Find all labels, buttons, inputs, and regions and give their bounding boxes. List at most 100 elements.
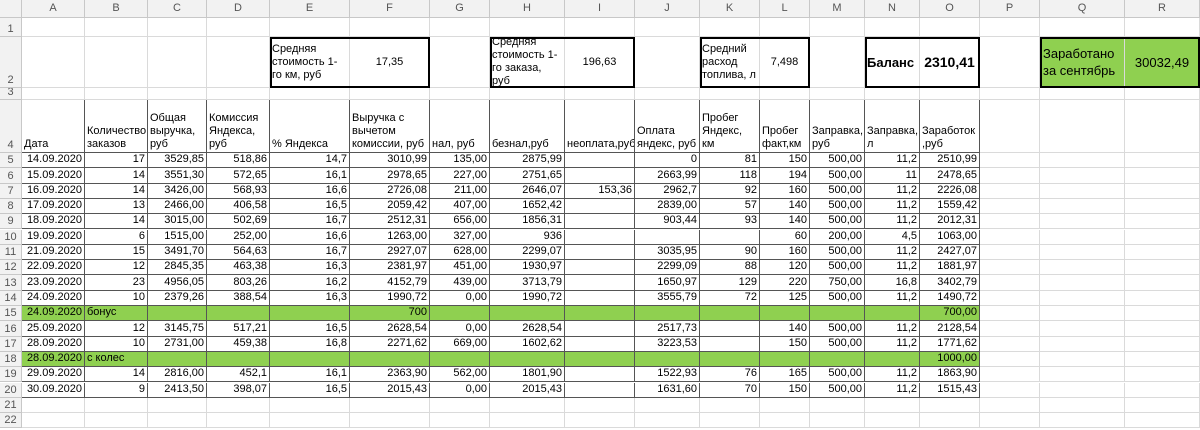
row-header: 15	[0, 306, 22, 322]
cell-text: 1631,60	[635, 382, 700, 398]
cell	[1040, 413, 1125, 429]
cell-text: 28.09.2020	[22, 336, 85, 352]
cell-text: 2059,42	[350, 198, 430, 215]
cell-text: 500,00	[810, 168, 865, 184]
cell-text: 500,00	[810, 290, 865, 306]
corner	[0, 0, 22, 18]
cell-text: 11,2	[865, 290, 920, 306]
cell	[810, 37, 865, 88]
cell	[920, 397, 980, 414]
cell	[1040, 397, 1125, 414]
column-header: R	[1125, 0, 1200, 18]
cell-text: 500,00	[810, 260, 865, 276]
cell-text	[810, 306, 865, 322]
cell-text: 11,2	[865, 198, 920, 215]
row-header: 9	[0, 214, 22, 230]
cell-text: 30032,49	[1125, 37, 1200, 88]
cell-text: 2299,07	[490, 244, 565, 261]
cell	[22, 397, 85, 414]
cell	[490, 413, 565, 429]
cell-text: 388,54	[207, 290, 270, 306]
cell-text	[207, 306, 270, 322]
cell-text: 3555,79	[635, 290, 700, 306]
row-header: 10	[0, 229, 22, 245]
cell-text	[565, 214, 635, 230]
cell-text: 16,2	[270, 275, 350, 291]
cell-text: 14	[85, 214, 148, 230]
column-header: N	[865, 0, 920, 18]
cell-text	[565, 367, 635, 383]
cell-text: 500,00	[810, 198, 865, 215]
cell	[760, 18, 810, 37]
cell-text: 76	[700, 367, 760, 383]
cell	[430, 397, 490, 414]
cell-text	[700, 351, 760, 368]
cell-text	[270, 306, 350, 322]
cell-text: 439,00	[430, 275, 490, 291]
cell-text: 11,2	[865, 214, 920, 230]
cell-text: 93	[700, 214, 760, 230]
column-header: B	[85, 0, 148, 18]
cell-text: 2962,7	[635, 183, 700, 199]
cell-text: 252,00	[207, 229, 270, 245]
cell-text: 3491,70	[148, 244, 207, 261]
cell	[148, 397, 207, 414]
cell	[1125, 382, 1200, 398]
cell-text: 11,2	[865, 367, 920, 383]
row-header: 1	[0, 18, 22, 37]
cell-text: 500,00	[810, 244, 865, 261]
cell-text: % Яндекса	[270, 100, 350, 153]
cell-text: 11,2	[865, 183, 920, 199]
cell-text: 398,07	[207, 382, 270, 398]
cell-text: 160	[760, 183, 810, 199]
cell-text	[700, 336, 760, 352]
cell-text: 15.09.2020	[22, 168, 85, 184]
cell-text: 700	[350, 306, 430, 322]
cell-text: 11	[865, 168, 920, 184]
cell	[1040, 18, 1125, 37]
cell-text: 327,00	[430, 229, 490, 245]
cell-text: 70	[700, 382, 760, 398]
cell-text	[700, 229, 760, 245]
cell-text: 2512,31	[350, 214, 430, 230]
cell	[980, 18, 1040, 37]
cell	[920, 413, 980, 429]
cell	[635, 88, 700, 100]
cell-text: 2310,41	[920, 37, 980, 88]
row-header: 7	[0, 183, 22, 199]
cell	[148, 88, 207, 100]
cell	[865, 18, 920, 37]
cell-text: 16,1	[270, 168, 350, 184]
cell-text: 22.09.2020	[22, 260, 85, 276]
cell-text: 700,00	[920, 306, 980, 322]
cell	[1040, 183, 1125, 199]
cell-text: 407,00	[430, 198, 490, 215]
cell-text: 194	[760, 168, 810, 184]
cell	[1125, 321, 1200, 337]
cell	[980, 367, 1040, 383]
cell-text: 2816,00	[148, 367, 207, 383]
cell-text: 2510,99	[920, 153, 980, 169]
cell-text	[565, 153, 635, 169]
cell-text: 1863,90	[920, 367, 980, 383]
cell-text: 452,1	[207, 367, 270, 383]
cell-text: 1652,42	[490, 198, 565, 215]
cell-text: Пробег факт,км	[760, 100, 810, 153]
cell	[22, 88, 85, 100]
cell	[1125, 290, 1200, 306]
cell-text: 1490,72	[920, 290, 980, 306]
cell	[207, 397, 270, 414]
cell-text	[207, 351, 270, 368]
cell-text	[760, 306, 810, 322]
cell	[980, 275, 1040, 291]
cell-text: 568,93	[207, 183, 270, 199]
cell-text: 2845,35	[148, 260, 207, 276]
cell-text: 750,00	[810, 275, 865, 291]
cell	[980, 413, 1040, 429]
cell-text: 4956,05	[148, 275, 207, 291]
cell-text	[565, 321, 635, 337]
cell-text: 125	[760, 290, 810, 306]
cell-text: 2478,65	[920, 168, 980, 184]
cell-text: 140	[760, 198, 810, 215]
cell-text: 120	[760, 260, 810, 276]
